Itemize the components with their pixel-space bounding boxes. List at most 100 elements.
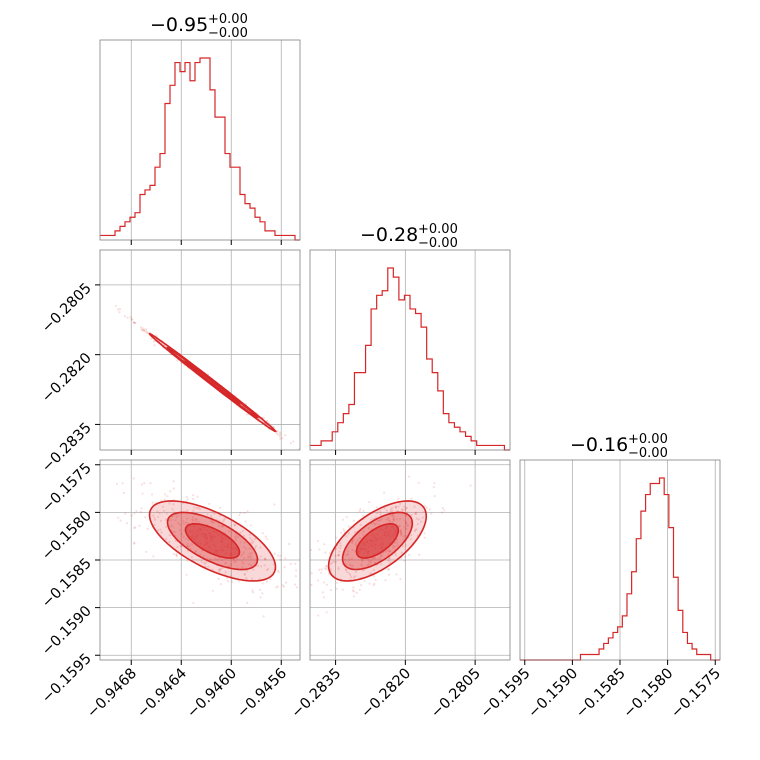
sample-point [221,525,224,528]
sample-point [265,568,268,572]
sample-point [134,526,137,529]
sample-point [414,512,417,515]
sample-point [350,557,353,561]
sample-point [250,551,253,555]
sample-point [324,589,326,591]
sample-point [329,562,332,566]
sample-point [344,568,347,571]
sample-point [180,545,183,548]
sample-point [222,519,225,522]
sample-point [370,559,373,562]
sample-point [176,514,179,517]
sample-point [414,511,417,514]
sample-point [391,509,394,512]
sample-point [379,519,382,522]
sample-point [295,569,298,572]
sample-point [263,557,266,560]
sample-point [126,316,129,319]
sample-point [387,568,390,571]
sample-point [186,517,189,520]
sample-point [342,528,345,531]
sample-point [387,518,390,521]
sample-point [367,560,370,563]
sample-point [368,582,371,585]
y-tick-label-2-1: −0.1590 [39,603,95,659]
hist-frame-1 [309,249,511,451]
sample-point [432,486,435,489]
sample-point [383,491,386,494]
sample-point [375,506,378,509]
sample-point [373,557,376,560]
sample-point [397,497,400,501]
sample-point [380,554,383,557]
sample-point [192,494,195,497]
sample-point [221,567,224,570]
sample-point [165,512,168,515]
sample-point [350,575,353,578]
sample-point [129,316,132,319]
sample-point [266,537,269,540]
sample-point [217,525,221,528]
sample-point [225,561,228,565]
sample-point [350,564,353,567]
sample-point [405,507,408,510]
sample-point [277,569,280,573]
sample-point [238,514,241,517]
hist-frame-0 [99,39,301,241]
sample-point [392,518,395,521]
sample-point [261,582,264,585]
sample-point [373,523,376,526]
sample-point [403,559,406,562]
sample-point [325,583,328,586]
sample-point [264,558,267,561]
sample-point [172,552,175,556]
sample-point [361,569,364,572]
sample-point [174,519,177,522]
sample-point [304,576,306,578]
sample-point [384,550,387,553]
sample-point [397,525,401,528]
hist-grid-0 [130,40,282,240]
sample-point [182,519,185,523]
sample-point [404,544,407,547]
sample-point [241,553,244,556]
sample-point [301,451,303,453]
sample-point [218,568,221,571]
sample-point [310,548,313,552]
sample-point [389,508,392,511]
sample-point [210,520,213,523]
sample-point [388,557,391,560]
sample-point [404,534,407,538]
sample-point [414,528,417,531]
sample-point [158,512,161,515]
sample-point [245,413,248,416]
sample-point [190,555,193,559]
sample-point [234,560,237,563]
sample-point [259,596,262,599]
sample-point [171,515,174,518]
sample-point [199,553,202,556]
sample-point [294,583,297,586]
sample-point [352,590,355,593]
sample-point [248,552,251,556]
sample-point [294,575,297,578]
sample-point [392,544,395,548]
sample-point [219,583,222,586]
x-tick-label-0-3: −0.9456 [234,666,290,722]
sample-point [410,534,413,537]
sample-point [391,514,394,517]
x-tick-label-2-4: −0.1575 [668,666,724,722]
sample-point [142,329,145,332]
sample-point [247,556,250,559]
sample-point [242,562,245,565]
sample-point [328,552,331,555]
sample-point [337,554,341,557]
sample-point [325,565,328,568]
sample-point [240,554,243,557]
sample-point [216,558,219,561]
sample-point [347,532,350,535]
sample-point [394,506,397,510]
sample-point [394,545,397,548]
sample-point [267,568,270,571]
sample-point [373,575,376,578]
